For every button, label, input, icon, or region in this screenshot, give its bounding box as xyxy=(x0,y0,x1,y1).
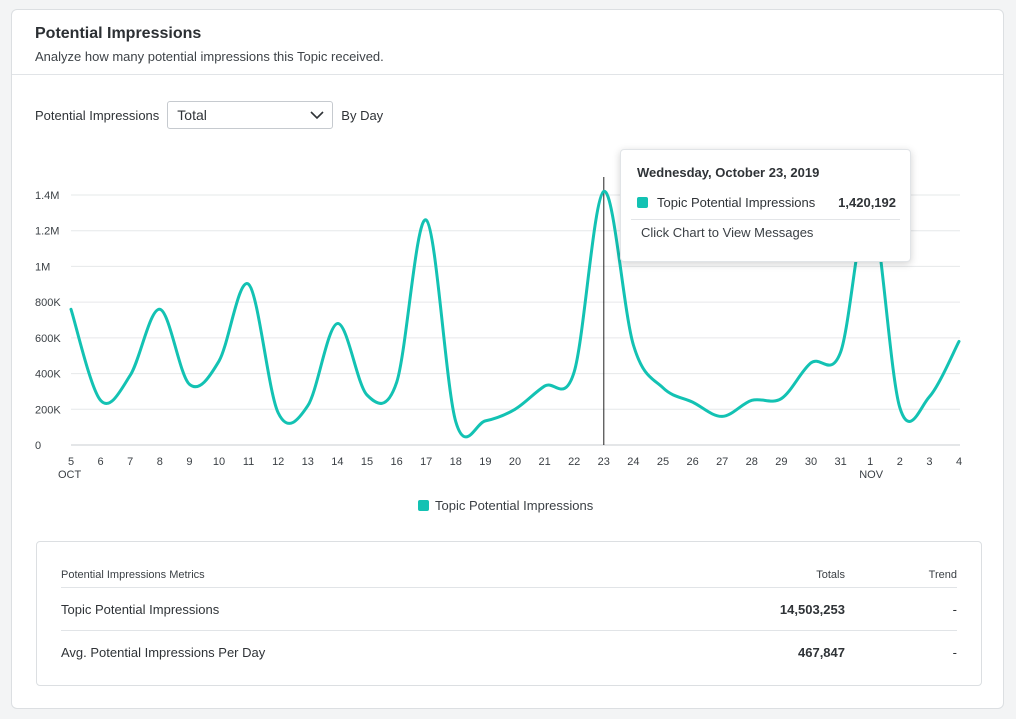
y-tick-label: 1.2M xyxy=(35,226,59,238)
x-tick-label: 5 xyxy=(68,456,74,468)
series-line-topic-potential-impressions xyxy=(69,189,961,439)
x-tick-label: 23 xyxy=(598,456,610,468)
tooltip-series-value: 1,420,192 xyxy=(838,195,896,210)
x-tick-label: 18 xyxy=(450,456,462,468)
y-tick-label: 1.4M xyxy=(35,190,59,202)
y-tick-label: 800K xyxy=(35,297,61,309)
tooltip-divider xyxy=(631,219,900,220)
chevron-down-icon xyxy=(310,110,324,119)
x-tick-label: 19 xyxy=(479,456,491,468)
metrics-header-totals: Totals xyxy=(816,568,845,581)
x-tick-label: 22 xyxy=(568,456,580,468)
aggregation-dropdown[interactable]: Total xyxy=(167,101,334,129)
x-tick-label: 11 xyxy=(243,456,254,468)
x-tick-label: 1 xyxy=(867,456,873,468)
x-tick-label: 28 xyxy=(746,456,758,468)
y-tick-label: 600K xyxy=(35,333,61,345)
x-tick-label: 10 xyxy=(213,456,225,468)
metric-name: Avg. Potential Impressions Per Day xyxy=(61,644,266,660)
x-tick-label: 9 xyxy=(186,456,192,468)
card-subtitle: Analyze how many potential impressions t… xyxy=(35,49,384,64)
x-tick-label: 14 xyxy=(331,456,343,468)
x-tick-label: 16 xyxy=(390,456,402,468)
x-tick-label: 29 xyxy=(775,456,787,468)
view-messages-link[interactable]: Click Chart to View Messages xyxy=(641,225,814,240)
legend-label: Topic Potential Impressions xyxy=(435,498,594,513)
metric-name: Topic Potential Impressions xyxy=(61,602,220,617)
tooltip-series-swatch xyxy=(637,197,648,208)
x-tick-label: 20 xyxy=(509,456,521,468)
x-tick-label: 27 xyxy=(716,456,728,468)
metrics-table: Potential Impressions Metrics Totals Tre… xyxy=(36,541,982,686)
x-tick-label: 13 xyxy=(302,456,314,468)
x-tick-label: 25 xyxy=(657,456,669,468)
potential-impressions-card: Potential Impressions Analyze how many p… xyxy=(11,9,1004,709)
x-tick-label: 8 xyxy=(157,456,163,468)
x-axis: 5 6 7 8 9 10 11 12 13 14 15 16 17 18 19 20 21 22 23 24 25 26 2… xyxy=(58,456,962,481)
tooltip-series-name: Topic Potential Impressions xyxy=(657,195,816,210)
x-month-label: NOV xyxy=(859,469,884,481)
x-tick-label: 17 xyxy=(420,456,432,468)
x-tick-label: 26 xyxy=(686,456,698,468)
metric-trend: - xyxy=(952,644,957,660)
y-tick-label: 1M xyxy=(35,261,50,273)
metric-total: 14,503,253 xyxy=(779,602,845,617)
x-tick-label: 12 xyxy=(272,456,284,468)
x-tick-label: 24 xyxy=(627,456,639,468)
metrics-header-row: Potential Impressions Metrics Totals Tre… xyxy=(61,562,957,588)
x-tick-label: 4 xyxy=(956,456,962,468)
x-tick-label: 30 xyxy=(805,456,817,468)
tooltip-date: Wednesday, October 23, 2019 xyxy=(637,165,820,180)
legend-swatch xyxy=(418,500,429,511)
period-label: By Day xyxy=(341,107,384,123)
metrics-header-name: Potential Impressions Metrics xyxy=(61,568,205,581)
x-tick-label: 31 xyxy=(834,456,846,468)
x-tick-label: 21 xyxy=(538,456,550,468)
card-title: Potential Impressions xyxy=(35,25,202,42)
metric-total: 467,847 xyxy=(798,644,845,660)
dropdown-value: Total xyxy=(177,107,207,123)
x-tick-label: 2 xyxy=(897,456,903,468)
table-row: Topic Potential Impressions 14,503,253 - xyxy=(61,589,957,631)
metric-label: Potential Impressions xyxy=(35,107,160,123)
x-tick-label: 7 xyxy=(127,456,133,468)
x-tick-label: 6 xyxy=(98,456,104,468)
tooltip-series-row: Topic Potential Impressions 1,420,192 xyxy=(637,195,896,210)
chart-legend[interactable]: Topic Potential Impressions xyxy=(418,498,593,513)
x-tick-label: 3 xyxy=(926,456,932,468)
x-tick-label: 15 xyxy=(361,456,373,468)
x-month-label: OCT xyxy=(58,469,82,481)
y-tick-label: 200K xyxy=(35,404,61,416)
metric-trend: - xyxy=(952,602,957,617)
chart-tooltip: Wednesday, October 23, 2019 Topic Potent… xyxy=(620,149,911,262)
y-axis: 0 200K 400K 600K 800K 1M 1.2M 1.4M xyxy=(35,190,61,452)
chart-controls: Potential Impressions Total By Day xyxy=(35,100,383,130)
metrics-header-trend: Trend xyxy=(928,568,957,581)
y-tick-label: 0 xyxy=(35,440,41,452)
table-row: Avg. Potential Impressions Per Day 467,8… xyxy=(61,631,957,673)
card-header: Potential Impressions Analyze how many p… xyxy=(12,10,1003,75)
y-tick-label: 400K xyxy=(35,369,61,381)
